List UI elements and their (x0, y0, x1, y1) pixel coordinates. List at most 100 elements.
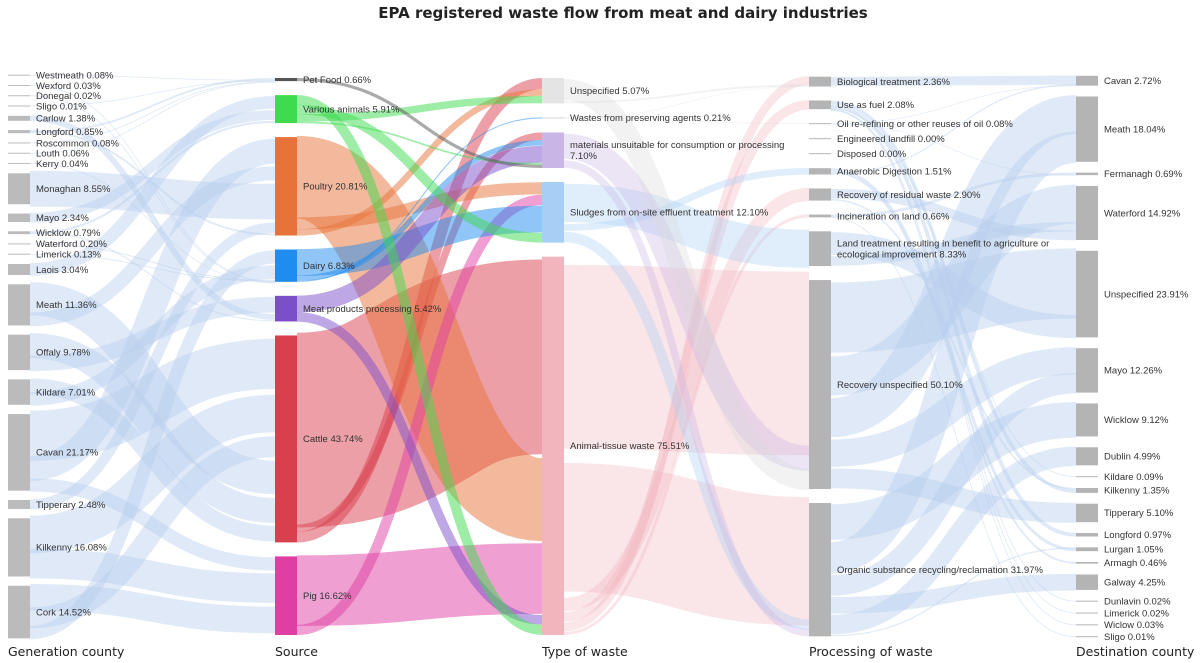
node-p_organic (809, 503, 831, 637)
labels-layer: Westmeath 0.08%Wexford 0.03%Donegal 0.02… (36, 70, 1189, 643)
node-s_dairy (275, 249, 297, 282)
node-label-g_kilkenny: Kilkenny 16.08% (36, 543, 107, 554)
flow-link-t_unspec-to-p_recunspec (563, 78, 810, 490)
node-label-s_poultry: Poultry 20.81% (303, 182, 368, 193)
node-d_fermanagh (1076, 172, 1098, 176)
node-label-p_anaer: Anaerobic Digestion 1.51% (837, 167, 952, 178)
node-d_longford (1076, 533, 1098, 537)
flow-link-g_cork-to-s_dairy (29, 250, 276, 640)
node-label-t_preserv: Wastes from preserving agents 0.21% (570, 113, 731, 124)
chart-title: EPA registered waste flow from meat and … (378, 4, 868, 22)
flow-link-g_louth-to-s_petfood (29, 81, 276, 154)
flow-link-s_poultry-to-t_tissue (292, 135, 547, 542)
node-label-g_monaghan: Monaghan 8.55% (36, 184, 111, 195)
flow-link-p_recunspec-to-d_unspec (830, 248, 1077, 353)
node-g_westmeath (8, 74, 30, 76)
nodes-layer (8, 74, 1098, 639)
node-label-g_wicklow: Wicklow 0.79% (36, 228, 101, 239)
flow-link-p_fuel-to-d_dunlavin (830, 109, 1077, 602)
flow-link-s_dairy-to-t_preserv (296, 117, 543, 282)
node-label-p_recunspec: Recovery unspecified 50.10% (837, 380, 963, 391)
node-d_cavan (1076, 75, 1098, 86)
flow-link-p_residual-to-d_waterford (830, 188, 1077, 241)
flow-link-p_fuel-to-d_kilkenny (830, 100, 1077, 494)
node-g_mayo (8, 213, 30, 223)
node-d_wicklow (1076, 403, 1098, 437)
flow-link-g_offaly-to-s_cattle (29, 333, 276, 524)
node-g_laois (8, 264, 30, 276)
flow-link-p_organic-to-d_dublin (830, 446, 1077, 635)
node-p_oil (809, 123, 831, 125)
flow-link-p_landtreat-to-d_unspec (830, 232, 1077, 339)
node-label-g_tipperary: Tipperary 2.48% (36, 500, 106, 511)
flow-link-g_longford-to-s_poultry (29, 129, 276, 236)
node-p_bio (809, 76, 831, 87)
node-d_unspec (1076, 250, 1098, 338)
node-d_mayo (1076, 348, 1098, 393)
flow-link-g_carlow-to-s_meatproc (29, 115, 276, 320)
node-d_sligo (1076, 636, 1098, 638)
node-label-d_longford: Longford 0.97% (1104, 530, 1172, 541)
node-label-d_tipperary: Tipperary 5.10% (1104, 508, 1174, 519)
flow-link-s_petfood-to-t_unsuit (296, 77, 543, 168)
flow-link-g_monaghan-to-s_poultry (29, 170, 276, 220)
column-header-2: Type of waste (541, 644, 628, 659)
node-label-d_mayo: Mayo 12.26% (1104, 366, 1163, 377)
flow-link-g_kilkenny-to-s_cattle (29, 394, 276, 554)
node-label-g_carlow: Carlow 1.38% (36, 114, 96, 125)
node-g_cork (8, 585, 30, 639)
flow-link-t_sludge-to-p_landtreat (563, 183, 810, 268)
flow-link-s_poultry-to-t_sludge (296, 182, 543, 230)
node-label-g_wexford: Wexford 0.03% (36, 81, 101, 92)
node-g_meath (8, 284, 30, 326)
flow-link-p_fuel-to-d_longford (830, 104, 1077, 537)
flow-link-g_tipperary-to-s_poultry (29, 222, 276, 510)
column-header-1: Source (275, 644, 318, 659)
flow-link-t_tissue-to-p_inciner (563, 214, 810, 635)
node-s_meatproc (275, 295, 297, 322)
node-label-p_inciner: Incineration on land 0.66% (837, 211, 950, 222)
flow-link-g_wicklow-to-s_meatproc (29, 231, 276, 322)
node-g_louth (8, 152, 30, 154)
flow-link-p_recunspec-to-d_mayo (830, 347, 1077, 467)
node-label-g_longford: Longford 0.85% (36, 127, 104, 138)
flow-link-g_cavan-to-s_pig (29, 478, 276, 571)
node-label-d_unspec: Unspecified 23.91% (1104, 289, 1189, 300)
flow-link-p_fuel-to-d_wiclow (830, 110, 1077, 626)
flow-link-g_kildare-to-s_dairy (29, 265, 276, 406)
node-d_tipperary (1076, 503, 1098, 523)
flow-link-p_oil-to-d_fermanagh (830, 123, 1077, 176)
node-label-g_louth: Louth 0.06% (36, 149, 90, 160)
node-label-s_dairy: Dairy 6.83% (303, 261, 355, 272)
node-s_poultry (275, 137, 297, 236)
node-label-p_disposed: Disposed 0.00% (837, 149, 907, 160)
node-s_cattle (275, 335, 297, 543)
node-d_dunlavin (1076, 600, 1098, 602)
node-g_sligo (8, 105, 30, 107)
node-label-s_meatproc: Meat products processing 5.42% (303, 304, 442, 315)
flow-link-s_dairy-to-t_unsuit (296, 140, 543, 281)
node-label-d_fermanagh: Fermanagh 0.69% (1104, 169, 1183, 180)
node-p_landtreat (809, 231, 831, 267)
column-header-0: Generation county (8, 644, 125, 659)
node-label-g_mayo: Mayo 2.34% (36, 213, 89, 224)
node-p_recunspec (809, 280, 831, 490)
flow-link-g_cavan-to-s_cattle (29, 338, 276, 461)
node-label-p_landfill: Engineered landfill 0.00% (837, 134, 945, 145)
node-p_inciner (809, 214, 831, 218)
flow-link-p_organic-to-d_galway (830, 573, 1077, 614)
node-label-g_sligo: Sligo 0.01% (36, 101, 87, 112)
node-label-s_petfood: Pet Food 0.66% (303, 75, 372, 86)
column-headers: Generation county Source Type of waste Proc… (8, 644, 1195, 659)
flow-link-p_bio-to-d_cavan (830, 75, 1077, 87)
node-label-g_limerick: Limerick 0.13% (36, 250, 101, 261)
flow-link-t_sludge-to-p_anaer (563, 167, 810, 232)
flow-link-g_waterford-to-s_dairy (29, 243, 276, 281)
column-header-4: Destination county (1076, 644, 1195, 659)
node-label-g_westmeath: Westmeath 0.08% (36, 70, 114, 81)
node-g_wexford (8, 84, 30, 86)
flow-link-g_laois-to-s_animals (29, 95, 276, 276)
node-label-p_fuel: Use as fuel 2.08% (837, 100, 915, 111)
node-t_sludge (542, 182, 564, 243)
flow-link-t_preserv-to-p_bio (563, 86, 810, 119)
